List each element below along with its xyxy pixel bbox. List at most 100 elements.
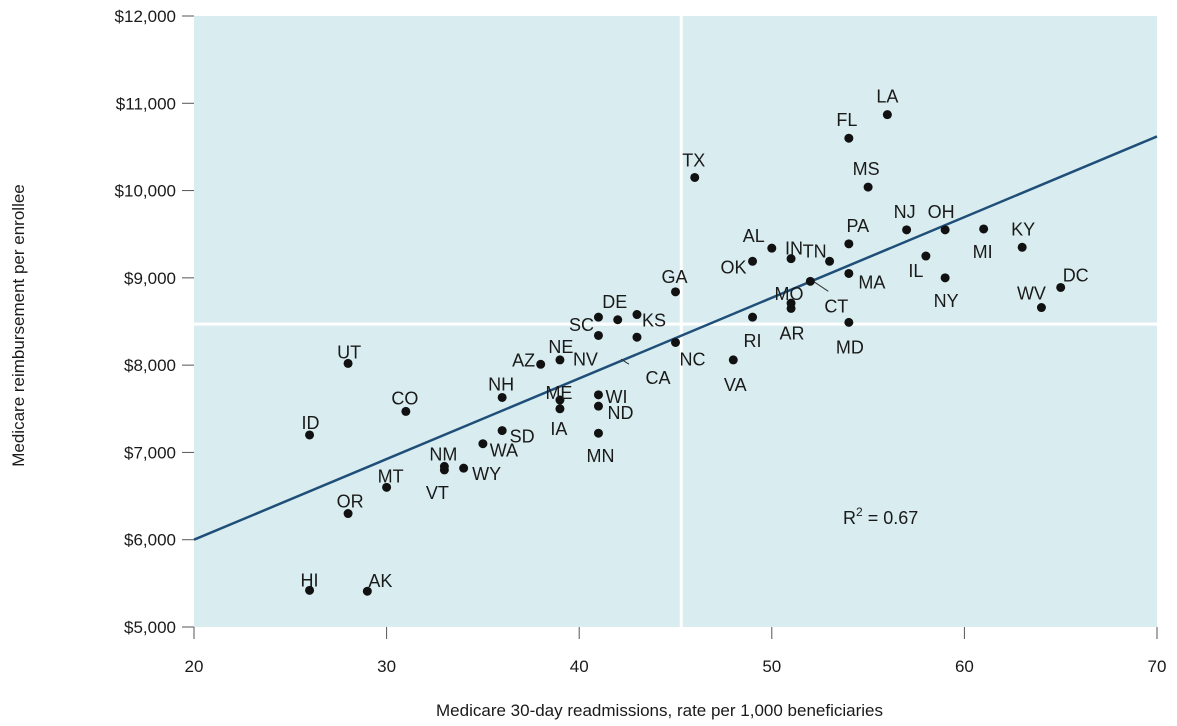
point-label-wi: WI — [605, 387, 627, 407]
data-point-pa — [844, 239, 854, 249]
data-point-in — [786, 254, 796, 264]
y-tick-label: $9,000 — [124, 269, 176, 288]
data-point-mt — [382, 482, 392, 492]
point-label-ms: MS — [853, 159, 880, 179]
point-label-nh: NH — [488, 374, 514, 394]
point-label-id: ID — [302, 413, 320, 433]
point-label-in: IN — [785, 239, 803, 259]
point-label-ar: AR — [780, 323, 805, 343]
x-tick-label: 60 — [955, 657, 974, 676]
y-tick-label: $6,000 — [124, 531, 176, 550]
data-point-ok — [748, 256, 758, 266]
data-point-nh — [497, 392, 507, 402]
point-label-or: OR — [337, 492, 364, 512]
data-point-md — [844, 317, 854, 327]
point-label-md: MD — [836, 337, 864, 357]
data-point-ma — [844, 268, 854, 278]
data-point-ga — [671, 287, 680, 297]
point-label-ut: UT — [337, 342, 361, 362]
point-label-ma: MA — [858, 272, 885, 292]
data-point-ks — [632, 310, 642, 320]
point-label-co: CO — [391, 388, 418, 408]
data-point-id — [305, 430, 315, 440]
data-point-ms — [863, 182, 873, 192]
point-label-tn: TN — [803, 241, 827, 261]
y-tick-label: $11,000 — [116, 94, 176, 113]
data-point-ne — [555, 355, 565, 365]
data-point-dc — [1056, 282, 1066, 292]
point-label-ok: OK — [721, 257, 747, 277]
point-label-pa: PA — [846, 216, 869, 236]
x-axis-ticks: 20 30 40 50 60 70 — [185, 627, 1167, 676]
x-tick-label: 70 — [1148, 657, 1167, 676]
data-point-co — [401, 406, 411, 416]
data-point-al — [767, 243, 777, 253]
data-points — [305, 110, 1066, 596]
point-label-wy: WY — [472, 464, 501, 484]
point-label-il: IL — [908, 261, 923, 281]
point-label-ne: NE — [548, 337, 573, 357]
point-label-wa: WA — [490, 441, 518, 461]
data-point-va — [728, 355, 738, 365]
point-label-ny: NY — [934, 291, 959, 311]
label-leader-lines — [620, 280, 829, 365]
point-label-ga: GA — [661, 267, 687, 287]
data-point-nv — [593, 330, 603, 340]
point-label-ks: KS — [642, 311, 666, 331]
point-label-sd: SD — [510, 427, 535, 447]
point-label-mt: MT — [378, 466, 404, 486]
point-label-mn: MN — [586, 446, 614, 466]
point-label-nv: NV — [573, 349, 598, 369]
data-point-me — [555, 395, 565, 405]
data-point-ar — [786, 303, 796, 313]
point-label-dc: DC — [1063, 265, 1089, 285]
point-label-ca: CA — [645, 368, 670, 388]
data-point-sd — [497, 426, 507, 436]
data-point-ky — [1017, 242, 1027, 252]
point-label-nd: ND — [607, 403, 633, 423]
point-label-mo: MO — [775, 284, 804, 304]
data-point-oh — [940, 225, 950, 235]
data-point-tx — [690, 172, 700, 182]
point-label-hi: HI — [301, 570, 319, 590]
point-label-nm: NM — [429, 444, 457, 464]
point-label-mi: MI — [973, 242, 993, 262]
point-label-de: DE — [602, 292, 627, 312]
data-point-hi — [305, 585, 315, 595]
data-point-ca — [632, 332, 642, 342]
data-point-sc — [593, 312, 603, 322]
point-label-ky: KY — [1011, 219, 1035, 239]
data-point-wa — [478, 439, 488, 449]
x-tick-label: 50 — [762, 657, 781, 676]
data-point-wv — [1036, 303, 1046, 313]
x-tick-label: 30 — [377, 657, 396, 676]
point-label-ia: IA — [550, 419, 567, 439]
data-point-fl — [844, 133, 854, 143]
x-tick-label: 40 — [570, 657, 589, 676]
point-label-vt: VT — [426, 483, 449, 503]
data-point-nj — [902, 225, 912, 235]
point-label-ct: CT — [824, 296, 848, 316]
point-label-fl: FL — [836, 110, 857, 130]
y-axis-title: Medicare reimbursement per enrollee — [9, 184, 28, 467]
x-tick-label: 20 — [185, 657, 204, 676]
y-tick-label: $5,000 — [124, 618, 176, 637]
leader-line-ca — [620, 358, 630, 365]
data-point-wy — [459, 463, 469, 473]
point-label-ak: AK — [368, 571, 392, 591]
y-axis-ticks: $5,000 $6,000 $7,000 $8,000 $9,000 $10,000 $11… — [115, 7, 194, 637]
y-tick-label: $8,000 — [124, 356, 176, 375]
point-label-sc: SC — [569, 315, 594, 335]
leader-line-ct — [813, 280, 829, 292]
data-point-mi — [979, 224, 989, 234]
data-point-la — [882, 110, 892, 120]
point-label-az: AZ — [512, 350, 535, 370]
point-label-oh: OH — [928, 202, 955, 222]
y-tick-label: $10,000 — [115, 182, 176, 201]
data-point-nc — [671, 337, 680, 347]
point-label-nc: NC — [680, 349, 706, 369]
y-tick-label: $7,000 — [124, 443, 176, 462]
point-label-nj: NJ — [894, 202, 916, 222]
data-point-ak — [362, 586, 372, 596]
